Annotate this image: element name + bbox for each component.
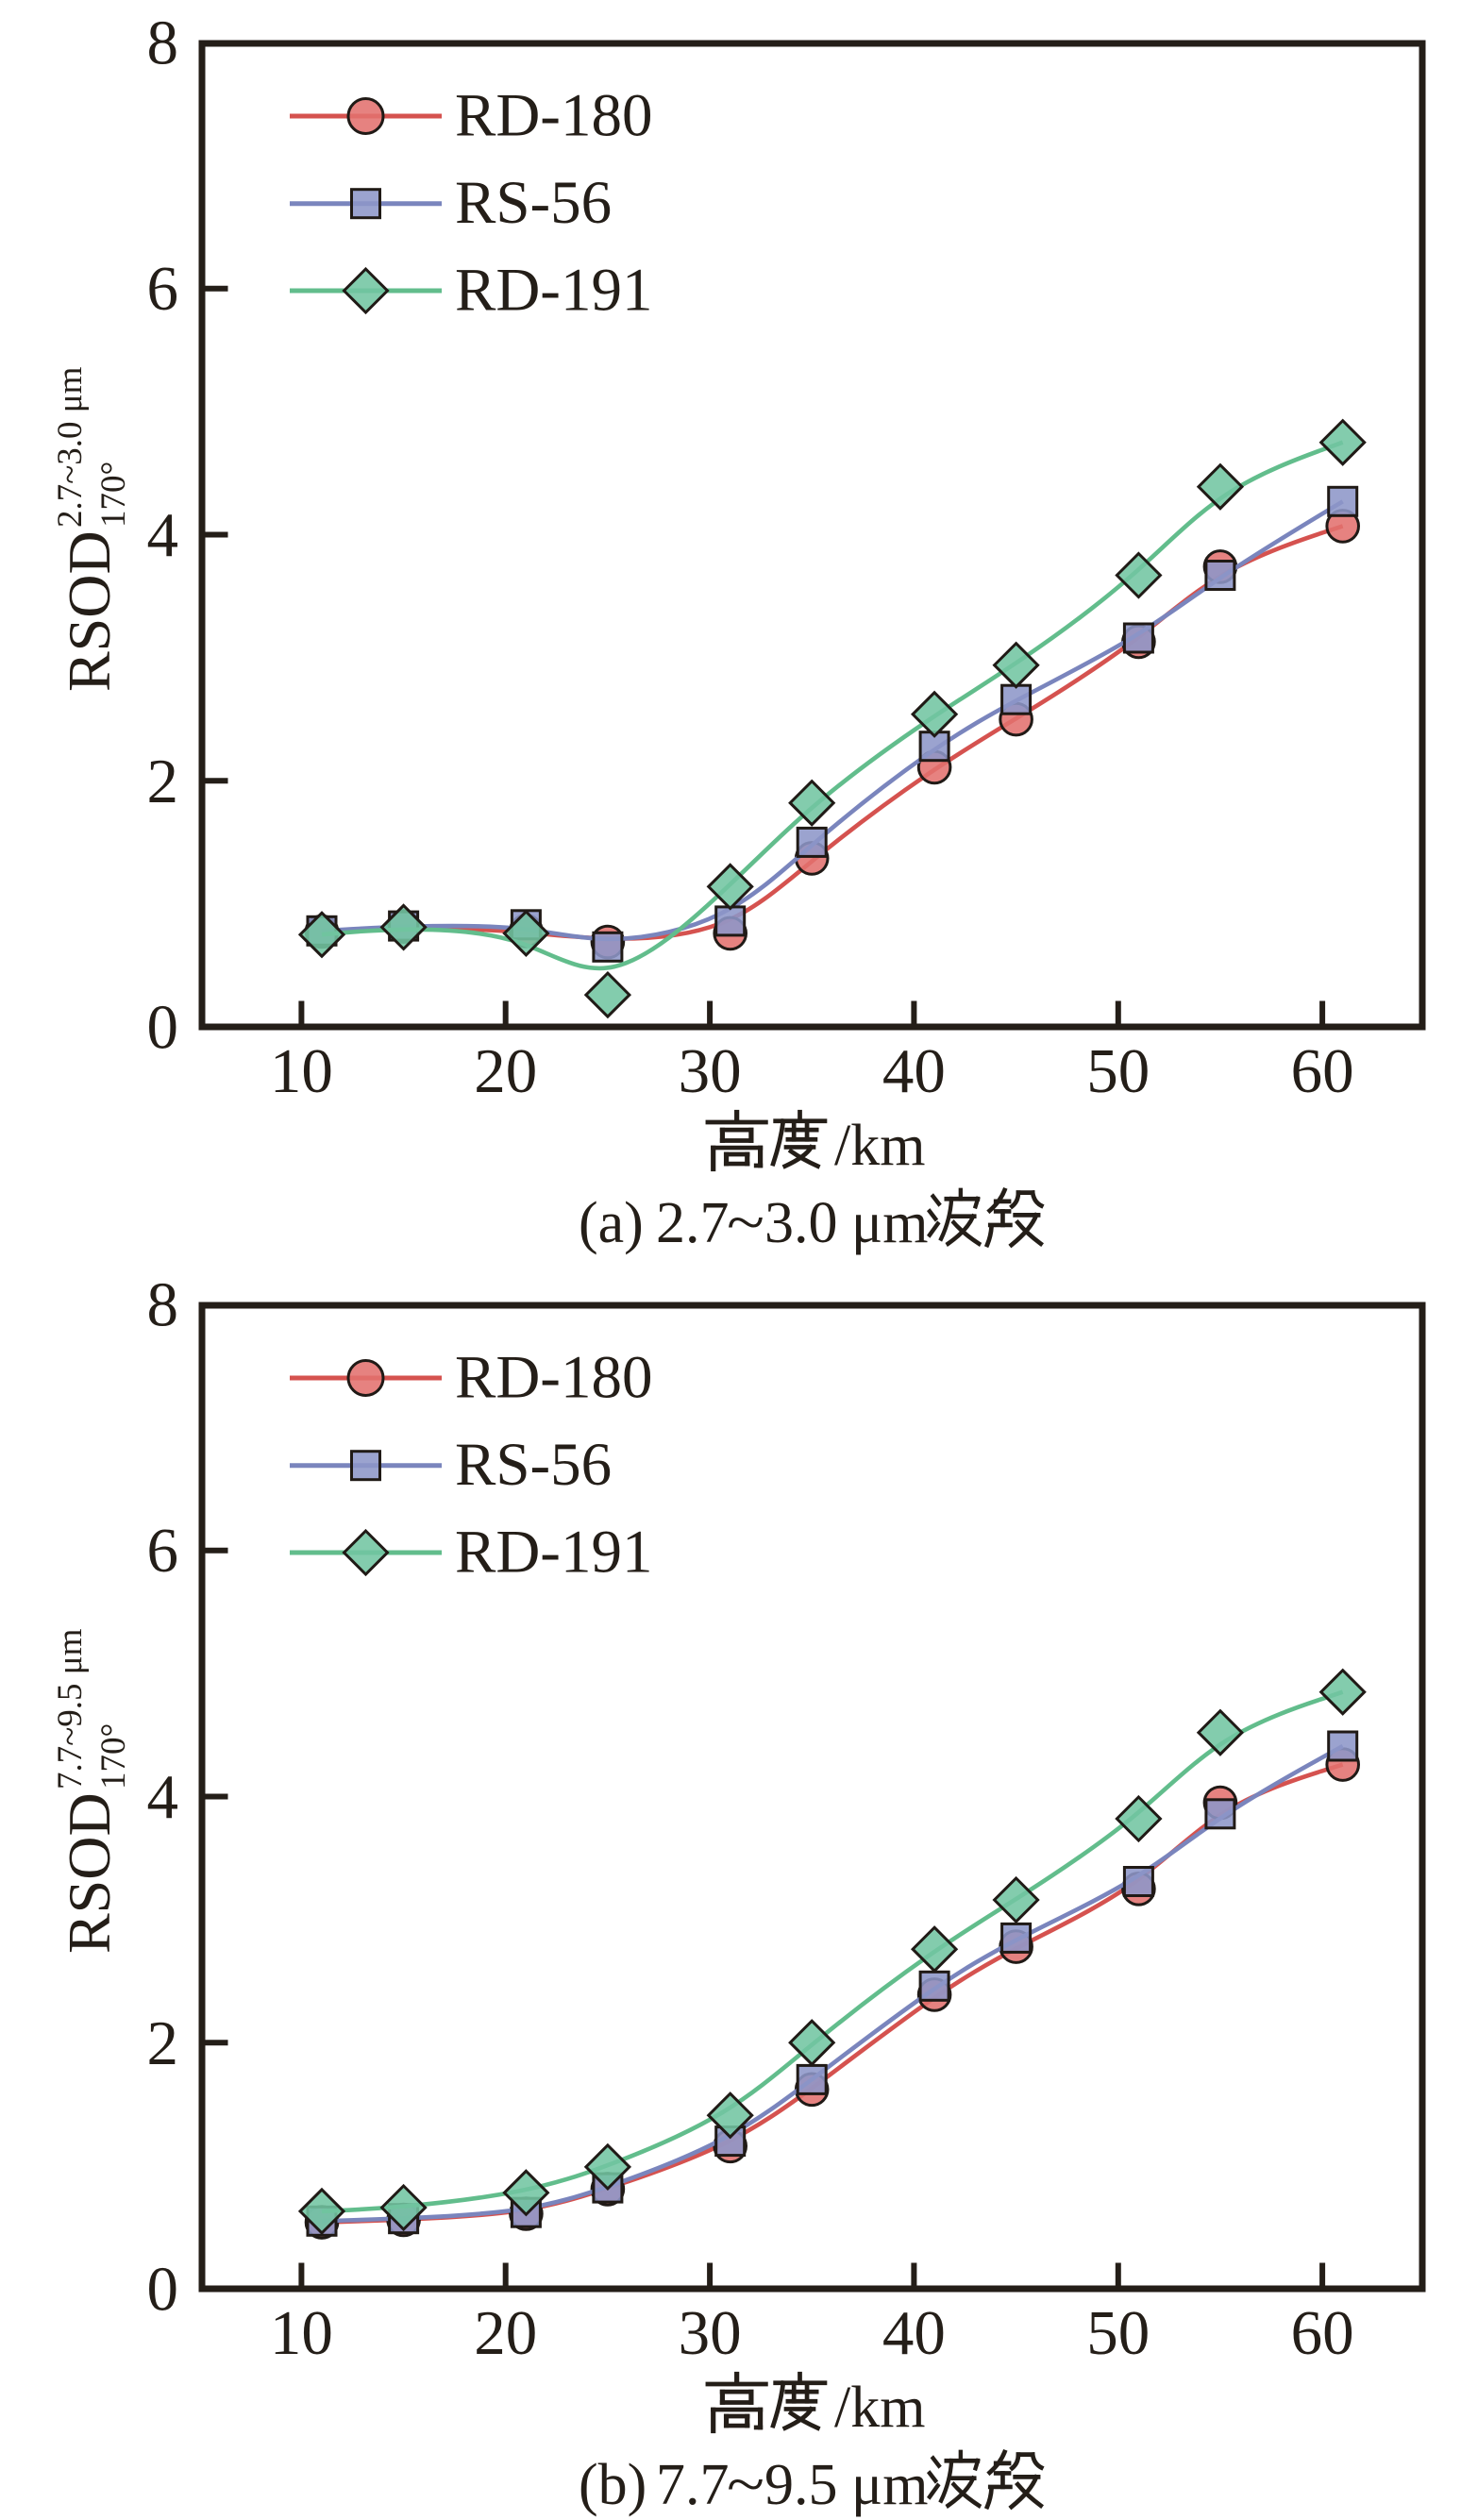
svg-text:6: 6: [147, 254, 179, 324]
svg-text:10: 10: [270, 1036, 333, 1106]
svg-text:2: 2: [147, 2008, 179, 2078]
svg-text:RD-191: RD-191: [455, 257, 652, 325]
svg-text:60: 60: [1291, 1036, 1354, 1106]
svg-text:9.5: 9.5: [764, 2453, 838, 2517]
svg-text:RS-56: RS-56: [455, 169, 612, 237]
svg-text:0: 0: [147, 2255, 179, 2325]
svg-text:/km: /km: [834, 2376, 925, 2440]
svg-text:RS-56: RS-56: [455, 1431, 612, 1499]
svg-text:RD-180: RD-180: [455, 1344, 652, 1412]
svg-text:3.0: 3.0: [764, 1191, 838, 1255]
svg-text:2.7~3.0 μm: 2.7~3.0 μm: [51, 366, 90, 528]
svg-text:50: 50: [1086, 1036, 1150, 1106]
svg-text:7.7: 7.7: [656, 2453, 730, 2517]
svg-text:μm: μm: [851, 1191, 928, 1255]
svg-text:7.7~9.5 μm: 7.7~9.5 μm: [51, 1628, 90, 1789]
svg-text:10: 10: [270, 2298, 333, 2368]
svg-text:μm: μm: [851, 2453, 928, 2517]
svg-text:RD-191: RD-191: [455, 1519, 652, 1587]
svg-text:20: 20: [474, 2298, 537, 2368]
svg-text:4: 4: [147, 1762, 179, 1832]
svg-text:RSOD: RSOD: [56, 1792, 123, 1954]
svg-text:170°: 170°: [94, 462, 133, 528]
svg-text:~: ~: [727, 1191, 764, 1255]
svg-text:~: ~: [727, 2453, 764, 2517]
svg-text:(b): (b): [579, 2453, 647, 2517]
svg-text:170°: 170°: [94, 1723, 133, 1789]
svg-text:60: 60: [1291, 2298, 1354, 2368]
svg-text:8: 8: [147, 8, 179, 78]
svg-text:6: 6: [147, 1516, 179, 1586]
svg-text:2: 2: [147, 747, 179, 816]
svg-text:40: 40: [882, 2298, 946, 2368]
svg-text:20: 20: [474, 1036, 537, 1106]
svg-text:2.7: 2.7: [656, 1191, 730, 1255]
svg-text:50: 50: [1086, 2298, 1150, 2368]
svg-text:RD-180: RD-180: [455, 82, 652, 150]
svg-text:40: 40: [882, 1036, 946, 1106]
svg-text:30: 30: [679, 1036, 742, 1106]
svg-text:30: 30: [679, 2298, 742, 2368]
svg-text:RSOD: RSOD: [56, 530, 123, 692]
svg-text:/km: /km: [834, 1114, 925, 1178]
svg-text:(a): (a): [579, 1191, 644, 1255]
svg-text:0: 0: [147, 993, 179, 1063]
svg-text:8: 8: [147, 1270, 179, 1340]
svg-text:4: 4: [147, 500, 179, 570]
